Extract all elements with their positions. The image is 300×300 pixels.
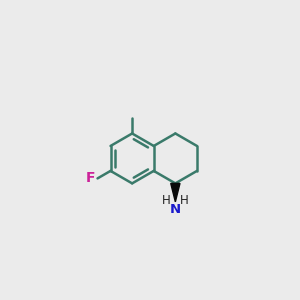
Text: H: H [162,194,171,207]
Polygon shape [171,183,180,202]
Text: N: N [170,202,181,216]
Text: F: F [86,171,95,185]
Text: H: H [180,194,188,207]
